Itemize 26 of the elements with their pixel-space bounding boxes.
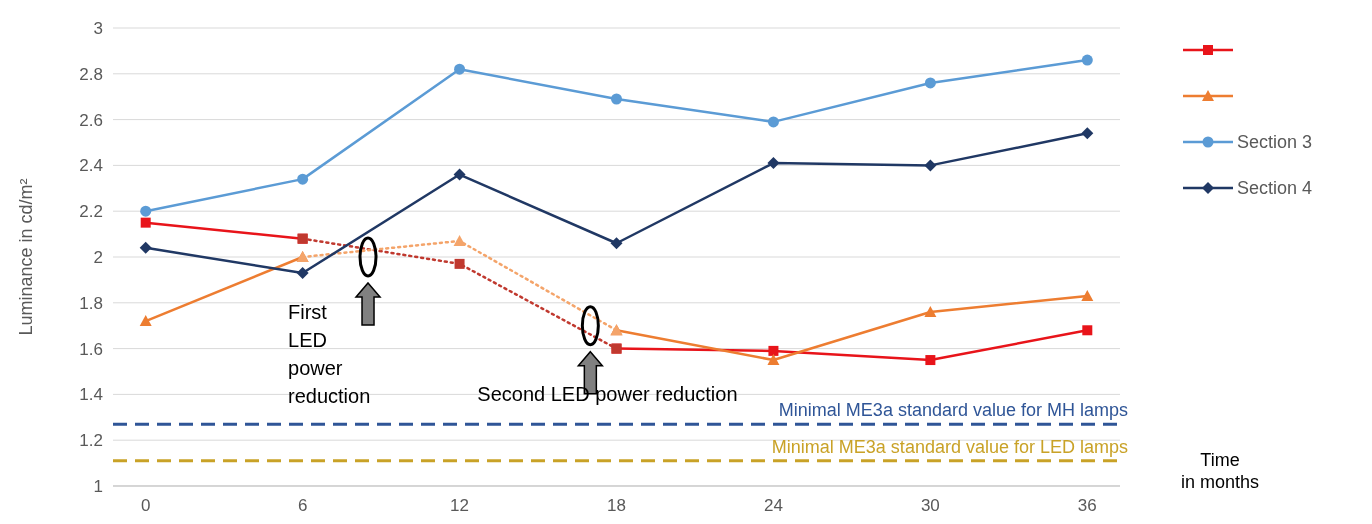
y-tick-label: 1.2 xyxy=(79,431,103,451)
y-tick-label: 1.8 xyxy=(79,293,103,313)
y-tick-label: 1.6 xyxy=(79,339,103,359)
y-tick-label: 2.4 xyxy=(79,156,103,176)
x-tick-label: 24 xyxy=(763,496,783,515)
annotation: First LED power reduction xyxy=(288,301,371,407)
legend-label: Section 3 xyxy=(1237,132,1313,153)
x-tick-label: 18 xyxy=(607,496,626,515)
y-axis-title: Luminance in cd/m² xyxy=(16,178,36,336)
y-tick-label: 2.6 xyxy=(79,110,103,130)
y-tick-label: 2.8 xyxy=(79,64,103,84)
x-tick-label: 30 xyxy=(920,496,940,515)
x-tick-label: 36 xyxy=(1077,496,1097,515)
y-tick-label: 1.4 xyxy=(79,385,103,405)
y-tick-label: 3 xyxy=(93,18,103,38)
legend-label: Section 4 xyxy=(1237,178,1313,199)
x-tick-label: 12 xyxy=(450,496,470,515)
x-tick-label: 0 xyxy=(140,496,151,515)
x-tick-label: 6 xyxy=(297,496,308,515)
y-tick-label: 2 xyxy=(93,247,103,267)
y-tick-label: 2.2 xyxy=(79,202,103,222)
ref-line-label: Minimal ME3a standard value for LED lamps xyxy=(771,436,1128,457)
annotation: Second LED power reduction xyxy=(477,382,738,405)
ref-line-label: Minimal ME3a standard value for MH lamps xyxy=(778,400,1128,421)
x-axis-title: Time in months xyxy=(1180,450,1260,492)
y-tick-label: 1 xyxy=(93,476,103,496)
